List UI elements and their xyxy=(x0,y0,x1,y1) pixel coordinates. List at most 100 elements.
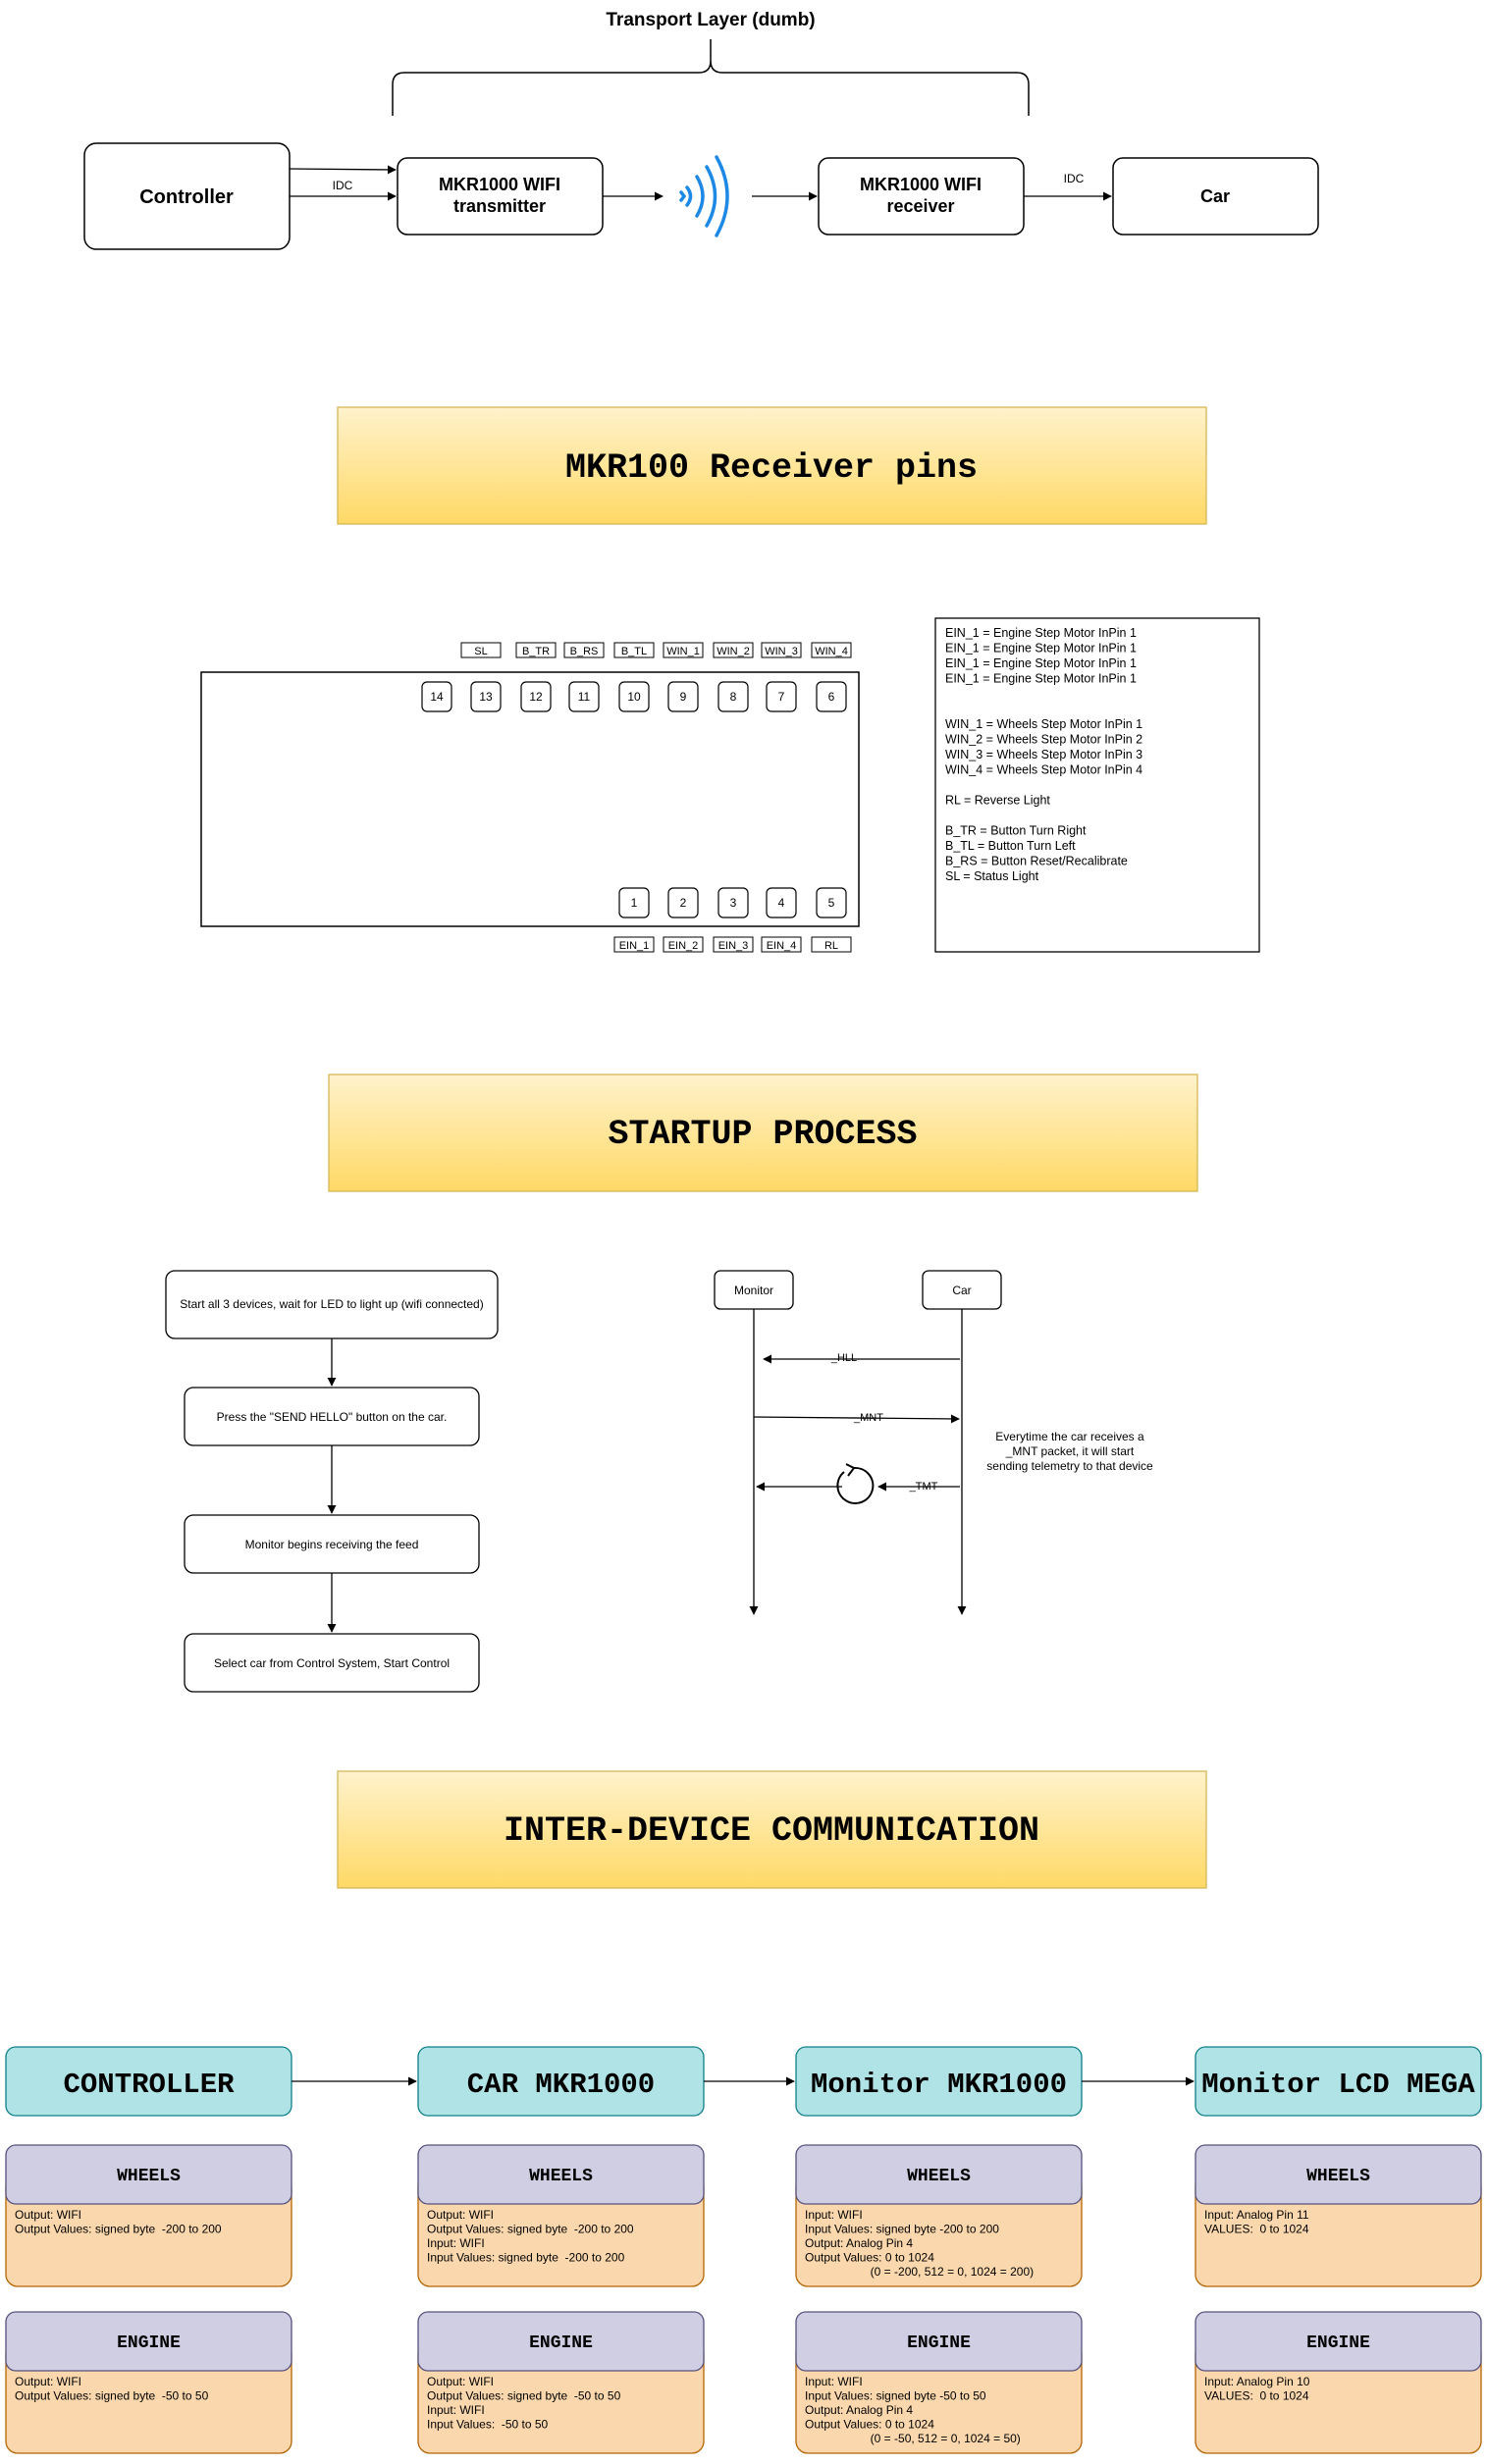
wheels-header xyxy=(5,2144,292,2205)
engine-title: ENGINE xyxy=(529,2333,593,2353)
top-pin-number: 7 xyxy=(778,690,785,704)
startup-step-4-text: Select car from Control System, Start Co… xyxy=(214,1656,450,1670)
top-pin-7: 7 xyxy=(766,681,797,712)
pin-legend-line: EIN_1 = Engine Step Motor InPin 1 xyxy=(945,672,1137,686)
startup-step-3-text: Monitor begins receiving the feed xyxy=(245,1538,419,1551)
device-name: Monitor MKR1000 xyxy=(811,2069,1067,2101)
pin-legend-line: SL = Status Light xyxy=(945,869,1039,883)
bottom-pin-5: 5 xyxy=(816,887,847,918)
top-pin-14: 14 xyxy=(421,681,452,712)
startup-header: STARTUP PROCESS xyxy=(328,1074,1198,1192)
bottom-pin-number: 1 xyxy=(631,896,638,910)
wheels-line: Input: Analog Pin 11 xyxy=(1204,2208,1309,2222)
seq-msg-mnt xyxy=(753,1414,960,1424)
top-pin-label-text: WIN_4 xyxy=(815,646,848,657)
transport-brace xyxy=(392,39,1030,116)
receiver-pins-header: MKR100 Receiver pins xyxy=(337,406,1207,525)
bottom-pin-number: 4 xyxy=(778,896,785,910)
top-pin-label-text: SL xyxy=(474,646,487,657)
bottom-pin-label-text: EIN_1 xyxy=(619,940,650,952)
car-box xyxy=(1112,157,1319,236)
pin-legend-line: WIN_4 = Wheels Step Motor InPin 4 xyxy=(945,763,1142,777)
bottom-pin-4: 4 xyxy=(766,887,797,918)
top-pin-label-5: WIN_2 xyxy=(713,642,754,658)
transport-layer: Transport Layer (dumb) Controller MKR100… xyxy=(83,10,1319,250)
controller-label: Controller xyxy=(139,186,234,208)
top-pin-label-4: WIN_1 xyxy=(663,642,704,658)
device-name: Monitor LCD MEGA xyxy=(1201,2069,1475,2101)
seq-msg-tmt-label: _TMT xyxy=(909,1481,938,1493)
engine-title: ENGINE xyxy=(907,2333,971,2353)
bottom-pin-number: 2 xyxy=(680,896,687,910)
wheels-line: Output Values: signed byte -200 to 200 xyxy=(15,2223,222,2236)
top-pin-label-text: B_TR xyxy=(522,646,550,657)
top-pin-label-0: SL xyxy=(460,642,502,658)
device-header-box xyxy=(1195,2046,1482,2117)
seq-msg-hll-label: _HLL xyxy=(830,1352,857,1364)
wheels-title: WHEELS xyxy=(1306,2167,1370,2186)
pin-legend-line: EIN_1 = Engine Step Motor InPin 1 xyxy=(945,656,1137,670)
bottom-pins: 1 2 3 4 5 xyxy=(618,887,847,918)
transport-title: Transport Layer (dumb) xyxy=(606,10,815,30)
loop-icon xyxy=(836,1463,875,1504)
seq-note-line2: _MNT packet, it will start xyxy=(1005,1444,1135,1458)
wheels-title: WHEELS xyxy=(529,2167,593,2186)
top-pin-number: 14 xyxy=(430,690,444,704)
top-pin-9: 9 xyxy=(667,681,699,712)
engine-line: Input: WIFI xyxy=(805,2375,863,2388)
wheels-line: Output Values: signed byte -200 to 200 xyxy=(427,2223,634,2236)
pin-legend-line: EIN_1 = Engine Step Motor InPin 1 xyxy=(945,642,1137,655)
device-column-3: Monitor LCD MEGA WHEELS Input: Analog Pin … xyxy=(1195,2046,1482,2454)
engine-line: Input Values: -50 to 50 xyxy=(427,2418,549,2432)
top-pin-number: 12 xyxy=(529,690,543,704)
pin-legend-line: B_RS = Button Reset/Recalibrate xyxy=(945,855,1128,868)
top-pin-6: 6 xyxy=(816,681,847,712)
top-pin-label-3: B_TL xyxy=(613,642,655,658)
receiver-label-line2: receiver xyxy=(886,196,954,216)
top-pins: 14 13 12 11 10 9 8 7 6 xyxy=(421,681,847,712)
engine-line: Output: Analog Pin 4 xyxy=(805,2403,913,2417)
bottom-pin-label-text: RL xyxy=(824,940,838,952)
bottom-pin-label-3: EIN_4 xyxy=(761,936,802,953)
wheels-header xyxy=(417,2144,705,2205)
pin-legend-line: B_TL = Button Turn Left xyxy=(945,839,1076,853)
inter-device-title: INTER-DEVICE COMMUNICATION xyxy=(504,1811,1039,1851)
engine-header xyxy=(417,2311,705,2372)
top-pin-label-text: WIN_1 xyxy=(666,646,700,657)
engine-title: ENGINE xyxy=(117,2333,181,2353)
wheels-line: Input: WIFI xyxy=(805,2208,863,2222)
startup-title: STARTUP PROCESS xyxy=(608,1115,917,1154)
seq-note-line1: Everytime the car receives a xyxy=(995,1430,1144,1443)
wheels-line: Input Values: signed byte -200 to 200 xyxy=(805,2223,999,2236)
wheels-line: Output Values: 0 to 1024 xyxy=(805,2251,934,2265)
engine-line: Input: WIFI xyxy=(427,2403,485,2417)
engine-header xyxy=(5,2311,292,2372)
seq-note-line3: sending telemetry to that device xyxy=(986,1459,1153,1473)
top-pin-number: 6 xyxy=(828,690,835,704)
wheels-title: WHEELS xyxy=(907,2167,971,2186)
engine-line: Output Values: signed byte -50 to 50 xyxy=(15,2389,209,2403)
pin-legend-line: WIN_2 = Wheels Step Motor InPin 2 xyxy=(945,733,1142,747)
engine-line: Output Values: 0 to 1024 xyxy=(805,2418,934,2432)
idc-left-label: IDC xyxy=(333,179,353,192)
top-pin-number: 8 xyxy=(730,690,737,704)
wheels-line: Input: WIFI xyxy=(427,2236,485,2250)
startup-step-2-text: Press the "SEND HELLO" button on the car… xyxy=(217,1410,448,1424)
device-name: CONTROLLER xyxy=(63,2069,235,2101)
top-pin-label-text: WIN_2 xyxy=(717,646,750,657)
top-pin-label-2: B_RS xyxy=(563,642,605,658)
seq-car-label: Car xyxy=(952,1284,971,1297)
top-pin-label-1: B_TR xyxy=(515,642,557,658)
